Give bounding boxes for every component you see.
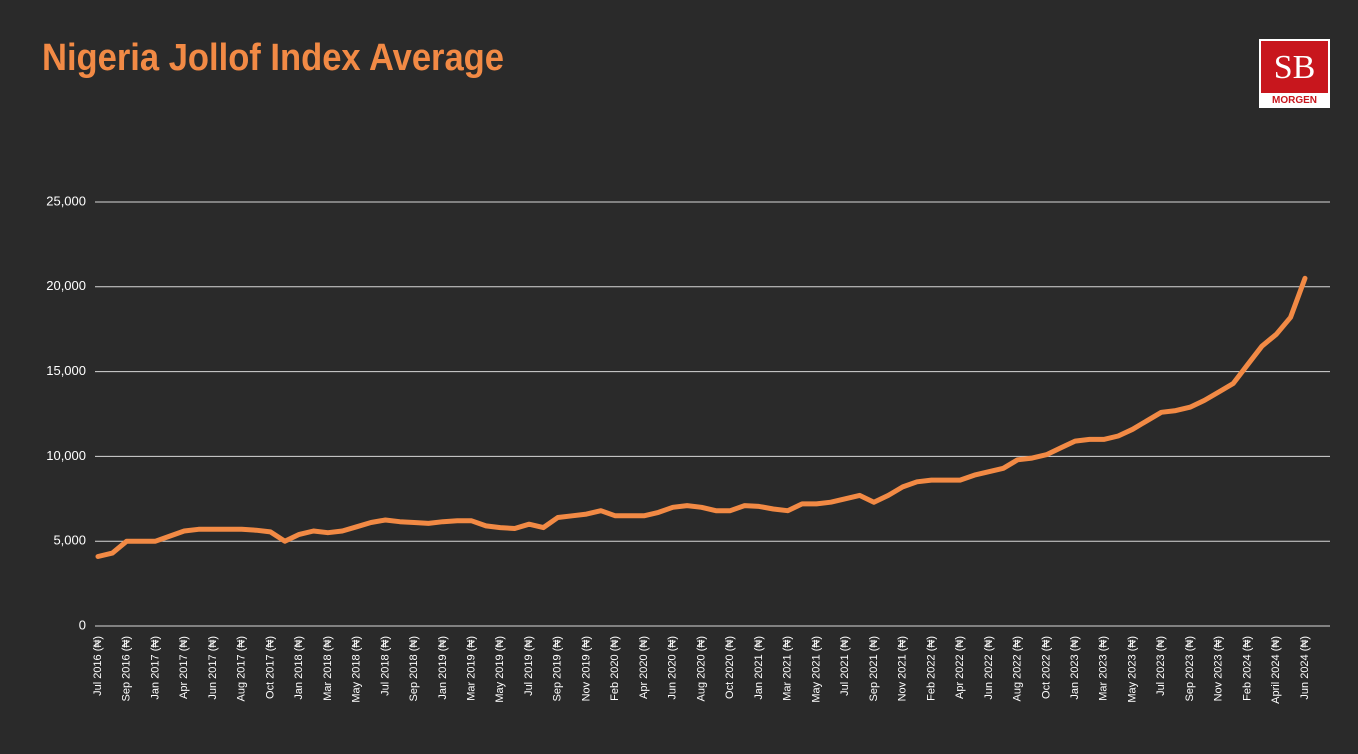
x-tick-label: Feb 2020 (₦) — [609, 636, 621, 701]
logo-box — [1261, 41, 1328, 93]
x-tick-label: Oct 2017 (₦) — [264, 636, 276, 699]
x-tick-label: Oct 2022 (₦) — [1040, 636, 1052, 699]
x-tick-label: Jun 2024 (₦) — [1299, 636, 1311, 700]
x-tick-label: May 2023 (₦) — [1126, 636, 1138, 703]
x-tick-label: Jul 2019 (₦) — [523, 636, 535, 696]
logo: SB MORGEN — [1259, 39, 1330, 108]
x-tick-label: Sep 2023 (₦) — [1184, 636, 1196, 701]
x-tick-label: Nov 2021 (₦) — [897, 636, 909, 701]
x-tick-label: Jan 2023 (₦) — [1069, 636, 1081, 700]
x-tick-label: May 2021 (₦) — [810, 636, 822, 703]
x-tick-label: Jul 2016 (₦) — [92, 636, 104, 696]
x-tick-label: Jan 2018 (₦) — [293, 636, 305, 700]
y-tick-label: 25,000 — [46, 193, 86, 208]
x-tick-label: Jan 2017 (₦) — [149, 636, 161, 700]
x-tick-label: Mar 2018 (₦) — [322, 636, 334, 701]
y-tick-label: 0 — [79, 617, 86, 632]
y-tick-label: 20,000 — [46, 278, 86, 293]
x-tick-label: Feb 2024 (₦) — [1241, 636, 1253, 701]
x-tick-label: Mar 2021 (₦) — [782, 636, 794, 701]
x-tick-label: Aug 2020 (₦) — [695, 636, 707, 701]
x-tick-label: Jan 2021 (₦) — [753, 636, 765, 700]
x-tick-label: Jun 2022 (₦) — [983, 636, 995, 700]
x-tick-label: Aug 2017 (₦) — [236, 636, 248, 701]
y-tick-label: 5,000 — [53, 533, 86, 548]
x-tick-label: Jun 2020 (₦) — [667, 636, 679, 700]
x-tick-label: Feb 2022 (₦) — [925, 636, 937, 701]
x-tick-label: Mar 2023 (₦) — [1098, 636, 1110, 701]
x-tick-label: Apr 2020 (₦) — [638, 636, 650, 699]
x-tick-label: May 2019 (₦) — [494, 636, 506, 703]
x-tick-label: Sep 2018 (₦) — [408, 636, 420, 701]
x-tick-label: Mar 2019 (₦) — [466, 636, 478, 701]
y-tick-label: 15,000 — [46, 363, 86, 378]
x-tick-label: May 2018 (₦) — [351, 636, 363, 703]
x-tick-label: Jun 2017 (₦) — [207, 636, 219, 700]
x-tick-label: Sep 2021 (₦) — [868, 636, 880, 701]
x-tick-label: Oct 2020 (₦) — [724, 636, 736, 699]
x-tick-label: Jul 2023 (₦) — [1155, 636, 1167, 696]
x-tick-label: Apr 2017 (₦) — [178, 636, 190, 699]
logo-mark: SB — [1274, 49, 1316, 86]
x-tick-label: Nov 2019 (₦) — [580, 636, 592, 701]
x-tick-label: Apr 2022 (₦) — [954, 636, 966, 699]
y-tick-label: 10,000 — [46, 448, 86, 463]
x-tick-label: April 2024 (₦) — [1270, 636, 1282, 704]
chart-title: Nigeria Jollof Index Average — [42, 37, 504, 79]
logo-name: MORGEN — [1272, 95, 1317, 106]
x-tick-label: Aug 2022 (₦) — [1012, 636, 1024, 701]
data-line — [95, 275, 1308, 559]
x-tick-label: Jul 2018 (₦) — [379, 636, 391, 696]
x-tick-label: Nov 2023 (₦) — [1213, 636, 1225, 701]
x-tick-label: Jan 2019 (₦) — [437, 636, 449, 700]
x-tick-label: Sep 2019 (₦) — [552, 636, 564, 701]
x-tick-label: Sep 2016 (₦) — [121, 636, 133, 701]
x-tick-label: Jul 2021 (₦) — [839, 636, 851, 696]
